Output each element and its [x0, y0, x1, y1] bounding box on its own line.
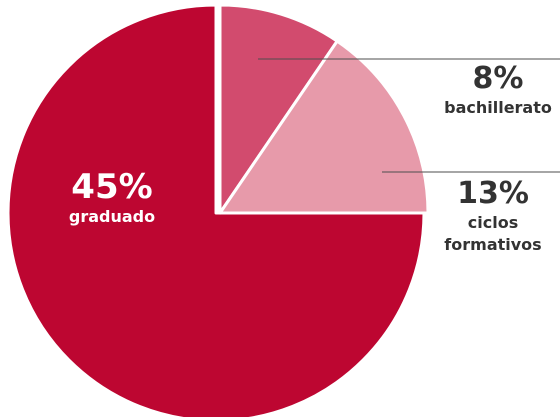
pie-slices	[6, 3, 430, 417]
slice-graduado	[6, 3, 426, 417]
bachillerato-category-label: bachillerato	[444, 98, 552, 117]
slice-ciclos-formativos	[218, 39, 430, 215]
graduado-percent-label: 45%	[71, 167, 152, 207]
leader-lines	[258, 58, 560, 173]
ciclos-category-line-1: ciclos	[468, 213, 518, 232]
ciclos-category-line-2: formativos	[444, 235, 541, 254]
slice-bachillerato	[218, 3, 339, 215]
ciclos-percent-label: 13%	[457, 176, 529, 211]
bachillerato-percent-label: 8%	[473, 61, 524, 96]
graduado-category-label: graduado	[69, 207, 155, 226]
